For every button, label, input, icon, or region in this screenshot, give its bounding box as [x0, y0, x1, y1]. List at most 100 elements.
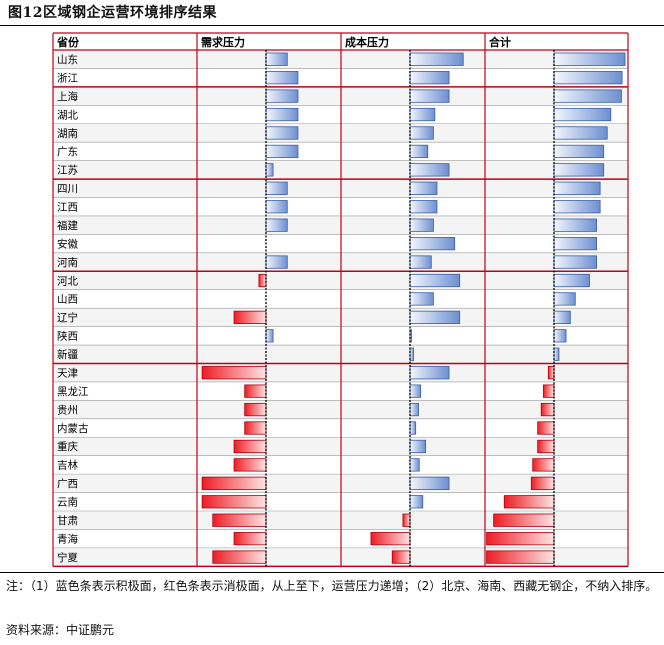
- negative-bar: [233, 458, 267, 472]
- province-label: 广东: [57, 145, 78, 158]
- positive-bar: [265, 107, 299, 122]
- positive-bar: [409, 273, 461, 288]
- figure-note: 注：（1）蓝色条表示积极面，红色条表示消极面，从上至下，运营压力递增；（2）北京…: [6, 579, 658, 593]
- positive-bar: [409, 200, 438, 214]
- positive-bar: [265, 126, 299, 140]
- positive-bar: [553, 52, 626, 66]
- positive-bar: [553, 107, 612, 122]
- column-header: 合计: [489, 35, 511, 49]
- negative-bar: [537, 439, 555, 454]
- positive-bar: [265, 89, 299, 103]
- positive-bar: [409, 347, 414, 361]
- province-label: 宁夏: [57, 551, 78, 564]
- title-rule: [0, 25, 664, 26]
- positive-bar: [553, 310, 571, 325]
- positive-bar: [553, 255, 597, 269]
- positive-bar: [553, 89, 622, 103]
- negative-bar: [532, 458, 555, 472]
- province-label: 陕西: [57, 330, 78, 343]
- positive-bar: [409, 255, 432, 269]
- positive-bar: [265, 218, 288, 232]
- positive-bar: [265, 181, 288, 195]
- negative-bar: [493, 513, 555, 527]
- province-label: 贵州: [57, 403, 78, 416]
- column-header: 成本压力: [345, 35, 389, 49]
- province-label: 黑龙江: [57, 385, 89, 398]
- positive-bar: [553, 236, 597, 251]
- negative-bar: [370, 532, 411, 546]
- positive-bar: [553, 292, 576, 306]
- province-label: 湖北: [57, 109, 78, 121]
- province-label: 江苏: [57, 164, 78, 177]
- negative-bar: [391, 550, 411, 564]
- negative-bar: [402, 513, 411, 527]
- positive-bar: [553, 163, 605, 177]
- province-label: 新疆: [57, 348, 78, 361]
- positive-bar: [409, 71, 450, 85]
- negative-bar: [212, 513, 267, 527]
- column-header: 需求压力: [201, 35, 245, 49]
- positive-bar: [409, 107, 436, 122]
- negative-bar: [486, 550, 555, 564]
- province-label: 辽宁: [57, 311, 78, 324]
- figure-source: 资料来源：中证鹏元: [6, 623, 115, 637]
- negative-bar: [244, 421, 267, 435]
- positive-bar: [553, 71, 623, 85]
- positive-bar: [409, 144, 429, 159]
- positive-bar: [553, 144, 605, 159]
- negative-bar: [540, 402, 555, 417]
- positive-bar: [409, 366, 450, 380]
- positive-bar: [409, 384, 422, 398]
- negative-bar: [201, 366, 267, 380]
- positive-bar: [553, 329, 567, 343]
- negative-bar: [503, 495, 555, 509]
- province-label: 广西: [57, 478, 78, 490]
- positive-bar: [553, 218, 597, 232]
- province-label: 天津: [57, 367, 78, 379]
- negative-bar: [258, 273, 267, 288]
- positive-bar: [409, 439, 427, 454]
- positive-bar: [409, 126, 434, 140]
- province-label: 四川: [57, 183, 78, 195]
- province-label: 山西: [57, 294, 78, 306]
- positive-bar: [409, 402, 419, 417]
- positive-bar: [409, 163, 450, 177]
- positive-bar: [265, 163, 274, 177]
- positive-bar: [265, 144, 299, 159]
- positive-bar: [409, 329, 412, 343]
- positive-bar: [409, 476, 450, 490]
- province-label: 江西: [57, 202, 78, 214]
- negative-bar: [244, 402, 267, 417]
- positive-bar: [265, 52, 288, 66]
- positive-bar: [409, 181, 438, 195]
- negative-bar: [542, 384, 555, 398]
- positive-bar: [553, 200, 601, 214]
- negative-bar: [233, 310, 267, 325]
- positive-bar: [409, 89, 450, 103]
- positive-bar: [553, 181, 601, 195]
- positive-bar: [409, 292, 434, 306]
- province-label: 河南: [57, 256, 78, 269]
- negative-bar: [244, 384, 267, 398]
- positive-bar: [409, 52, 464, 66]
- province-label: 吉林: [57, 459, 78, 472]
- province-label: 浙江: [57, 72, 78, 84]
- negative-bar: [201, 476, 267, 490]
- negative-bar: [537, 421, 555, 435]
- negative-bar: [233, 532, 267, 546]
- footer-rule: [0, 572, 664, 573]
- positive-bar: [409, 421, 417, 435]
- figure-title: 图12区域钢企运营环境排序结果: [8, 5, 217, 21]
- positive-bar: [409, 458, 420, 472]
- negative-bar: [486, 532, 555, 546]
- province-label: 湖南: [57, 127, 78, 140]
- negative-bar: [547, 366, 555, 380]
- chart-grid: 省份 需求压力 成本压力 合计山东浙江上海湖北湖南广东江苏四川江西福建安徽河南河北山西…: [52, 32, 629, 568]
- province-label: 山东: [57, 53, 78, 66]
- positive-bar: [553, 273, 590, 288]
- positive-bar: [265, 71, 299, 85]
- negative-bar: [530, 476, 555, 490]
- province-label: 内蒙古: [57, 422, 89, 435]
- positive-bar: [265, 329, 274, 343]
- positive-bar: [409, 218, 434, 232]
